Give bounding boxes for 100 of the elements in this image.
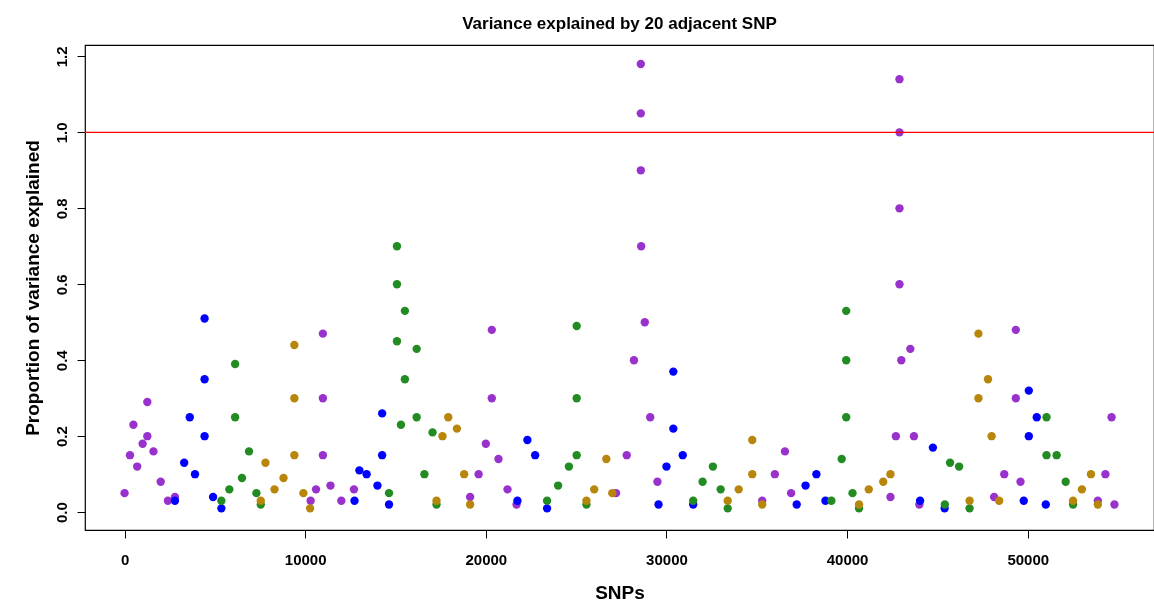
point: [723, 496, 732, 505]
point: [995, 496, 1004, 505]
point: [1000, 470, 1009, 479]
point: [1011, 325, 1020, 335]
y-tick-label: 1.0: [52, 122, 70, 144]
point: [384, 500, 394, 509]
point: [279, 473, 288, 483]
y-axis-title: Proportion of variance explained: [21, 140, 43, 436]
point: [290, 394, 299, 403]
point: [1019, 496, 1028, 505]
point: [362, 470, 371, 479]
point: [689, 496, 698, 505]
point: [156, 477, 165, 486]
point: [622, 451, 631, 460]
point: [290, 340, 299, 350]
point: [163, 496, 173, 505]
point: [1077, 485, 1087, 494]
point: [602, 454, 611, 464]
y-tick-label: 0.8: [52, 198, 70, 220]
point: [237, 473, 247, 483]
point: [636, 242, 646, 251]
point: [474, 470, 483, 479]
point: [200, 375, 209, 384]
point: [225, 485, 234, 494]
point: [318, 451, 328, 460]
point: [837, 454, 846, 464]
point: [640, 318, 649, 327]
point: [420, 470, 429, 479]
point: [1052, 451, 1061, 460]
point: [895, 204, 904, 213]
point: [1107, 413, 1116, 422]
point: [928, 443, 938, 452]
point: [1042, 451, 1051, 460]
point: [891, 432, 901, 441]
point: [636, 166, 645, 175]
point: [513, 496, 522, 505]
point: [842, 356, 851, 365]
point: [465, 500, 475, 509]
point: [669, 367, 678, 376]
point: [244, 447, 254, 456]
point: [945, 458, 955, 467]
point: [1086, 470, 1096, 479]
point: [129, 420, 138, 429]
point: [400, 306, 410, 316]
point: [444, 413, 453, 422]
point: [636, 59, 645, 69]
point: [879, 477, 888, 486]
point: [654, 500, 663, 509]
point: [290, 451, 299, 460]
point: [842, 413, 851, 422]
point: [337, 496, 346, 505]
point: [1024, 386, 1033, 395]
point: [842, 306, 851, 316]
point: [629, 356, 639, 365]
point: [792, 500, 801, 509]
point: [909, 432, 919, 441]
point: [143, 432, 152, 441]
point: [653, 477, 662, 486]
point: [355, 466, 364, 475]
point: [748, 470, 757, 479]
point: [758, 500, 767, 509]
point: [646, 413, 655, 422]
point: [582, 496, 591, 505]
point: [396, 420, 406, 429]
point: [318, 394, 328, 403]
point: [190, 470, 200, 479]
point: [306, 496, 315, 505]
point: [170, 496, 180, 505]
point: [481, 439, 491, 448]
point: [734, 485, 743, 494]
point: [965, 496, 974, 505]
y-tick-label: 0.0: [52, 502, 70, 524]
point: [553, 481, 563, 490]
x-axis-title: SNPs: [595, 581, 645, 603]
point: [185, 413, 194, 422]
point: [318, 329, 328, 338]
point: [459, 470, 469, 479]
point: [120, 488, 129, 498]
point: [854, 500, 864, 509]
point: [350, 496, 359, 505]
point: [392, 242, 402, 251]
point: [217, 496, 226, 505]
point: [305, 504, 315, 513]
point: [377, 409, 387, 418]
x-tick-label: 20000: [465, 550, 508, 568]
y-tick-label: 0.2: [52, 426, 70, 448]
point: [452, 424, 462, 433]
point: [326, 481, 335, 490]
y-tick-label: 0.4: [52, 349, 70, 372]
point: [780, 447, 790, 456]
point: [125, 451, 135, 460]
point: [886, 470, 895, 479]
point: [1042, 413, 1051, 422]
point: [572, 451, 581, 460]
point: [523, 435, 532, 445]
point: [572, 321, 581, 331]
point: [377, 451, 387, 460]
point: [200, 314, 209, 323]
x-tick-label: 40000: [826, 550, 869, 568]
point: [432, 496, 441, 505]
